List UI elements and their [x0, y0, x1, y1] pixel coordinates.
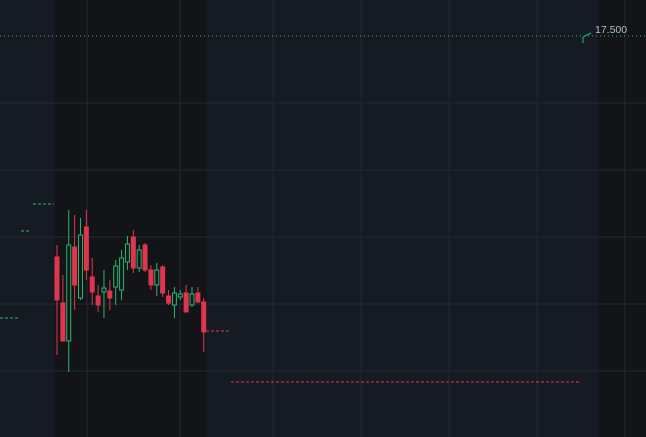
candle-body — [60, 302, 66, 342]
candle-body — [183, 292, 189, 313]
candle-body — [107, 290, 113, 299]
candle-body — [177, 293, 183, 298]
candle-body — [54, 256, 60, 301]
candle-body — [189, 293, 195, 306]
candle-body — [160, 266, 166, 294]
candle-body — [171, 292, 177, 306]
candle-body — [101, 287, 107, 293]
candle-body — [119, 257, 125, 291]
candle-body — [95, 295, 101, 306]
candle-body — [136, 249, 142, 269]
candle-body — [72, 246, 78, 286]
candle-body — [113, 265, 119, 288]
session-shade — [598, 0, 646, 437]
candle-body — [201, 301, 207, 333]
candle-body — [130, 236, 136, 269]
price-label: 17.500 — [595, 24, 627, 36]
candle-body — [195, 292, 201, 303]
price-marker — [582, 32, 592, 43]
candle-body — [142, 244, 148, 271]
candle-body — [166, 295, 172, 304]
candle-body — [89, 276, 95, 293]
candle-body — [148, 269, 154, 286]
candle-body — [83, 226, 89, 271]
candle-body — [124, 243, 130, 263]
candle-body — [154, 269, 160, 286]
candle-body — [66, 244, 72, 342]
level-lines — [0, 32, 592, 383]
candle-body — [77, 234, 83, 299]
